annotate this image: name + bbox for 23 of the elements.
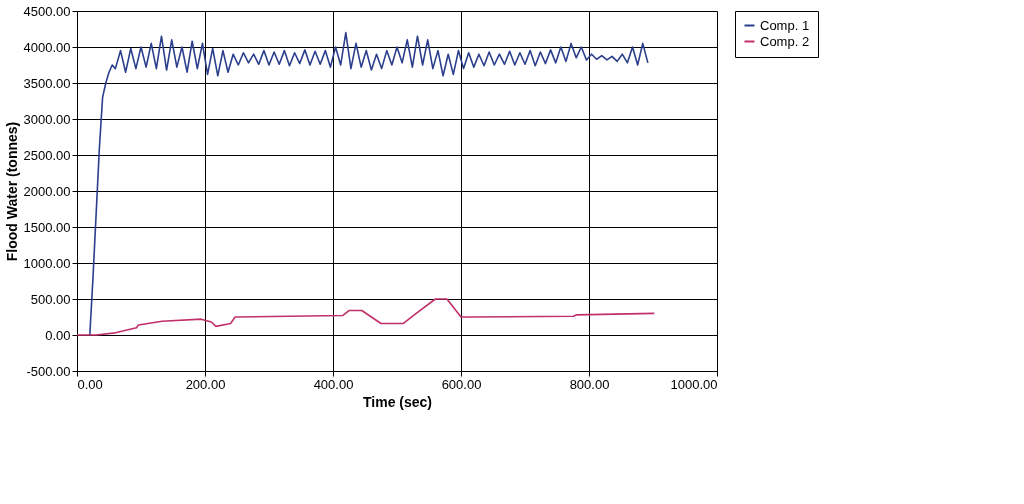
y-tick-label: 0.00 [45, 327, 71, 343]
y-tick-label: 500.00 [30, 291, 71, 307]
x-tick-label: 200.00 [185, 376, 226, 392]
line-series [76, 298, 656, 336]
x-axis-title: Time (sec) [363, 393, 432, 410]
y-tick-label: 3500.00 [23, 75, 71, 91]
y-tick-label: 1000.00 [23, 255, 71, 271]
y-tick-label: 1500.00 [23, 219, 71, 235]
x-tick-label: 800.00 [569, 376, 610, 392]
y-tick-label: 2500.00 [23, 147, 71, 163]
x-tick-label: 1000.00 [670, 376, 718, 392]
y-axis-title: Flood Water (tonnes) [3, 121, 20, 262]
y-tick-label: 2000.00 [23, 183, 71, 199]
legend-label: Comp. 2 [760, 33, 810, 49]
x-tick-label: 400.00 [313, 376, 354, 392]
line-series [89, 31, 649, 336]
x-tick-label: 600.00 [441, 376, 482, 392]
y-tick-label: 4000.00 [23, 39, 71, 55]
y-tick-label: 3000.00 [23, 111, 71, 127]
y-tick-label: 4500.00 [23, 3, 71, 19]
y-tick-label: -500.00 [26, 363, 71, 379]
legend-label: Comp. 1 [760, 17, 810, 33]
x-tick-label: 0.00 [77, 376, 103, 392]
